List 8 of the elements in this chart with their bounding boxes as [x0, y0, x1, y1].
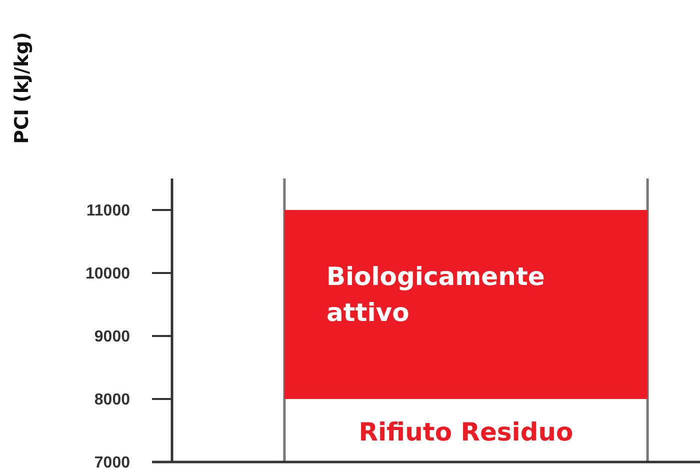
y-tick-label: 10000: [86, 266, 130, 283]
y-tick-label: 9000: [94, 328, 130, 346]
y-axis-title: PCI (kJ/kg): [11, 32, 33, 144]
series-label: Biologicamente attivo: [326, 262, 545, 327]
annotation: Rifiuto Residuo: [358, 418, 574, 446]
y-tick-label: 11000: [86, 202, 130, 220]
y-tick-label: 7000: [94, 454, 130, 472]
y-tick-label: 8000: [94, 392, 130, 409]
